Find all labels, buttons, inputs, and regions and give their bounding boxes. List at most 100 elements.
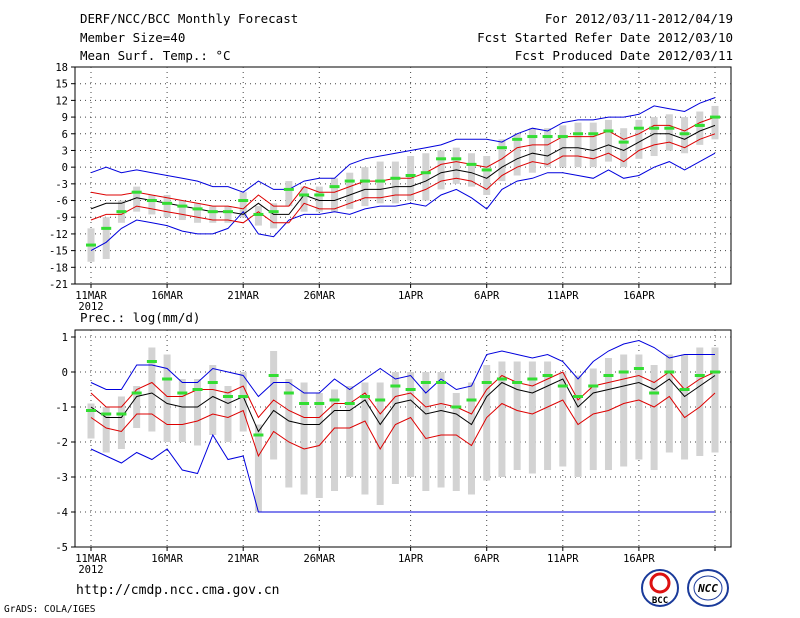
prec-box [513, 361, 521, 470]
prec-median-mark [390, 384, 401, 388]
temp-median-mark [679, 132, 690, 136]
prec-median-mark [268, 374, 279, 377]
temp-box [559, 125, 567, 168]
prec-box [589, 368, 597, 470]
prec-xtick-label: 16APR [623, 553, 655, 565]
temp-median-mark [618, 140, 629, 144]
prec-box [178, 379, 186, 442]
temp-box [239, 192, 247, 218]
prec-median-mark [436, 381, 447, 384]
temp-median-mark [299, 193, 310, 197]
prec-box [376, 382, 384, 505]
temp-box [102, 217, 110, 259]
prec-box [148, 347, 156, 432]
prec-box [467, 382, 475, 495]
prec-box [452, 393, 460, 491]
temp-frame [74, 66, 732, 285]
temp-median-mark [466, 162, 477, 166]
prec-median-mark [512, 381, 523, 384]
temp-median-mark [238, 199, 249, 203]
temp-median-mark [451, 157, 462, 161]
temp-box [711, 105, 719, 140]
temp-ytick-label: 3 [62, 145, 68, 157]
prec-median-mark [588, 384, 599, 388]
prec-median-mark [405, 388, 416, 391]
prec-median-mark [192, 388, 203, 391]
prec-box [346, 386, 354, 477]
temp-xtick-label: 11MAR [75, 290, 107, 302]
temp-box [422, 153, 430, 201]
prec-box [559, 372, 567, 467]
prec-box [102, 407, 110, 453]
temp-box [391, 161, 399, 204]
prec-xtick-label: 26MAR [303, 553, 335, 565]
prec-median-mark [481, 381, 492, 384]
prec-box [209, 365, 217, 435]
temp-box [270, 203, 278, 229]
temp-median-mark [314, 193, 325, 197]
temp-box [285, 181, 293, 207]
prec-ytick-label: -5 [55, 542, 68, 554]
fcst-start-date: Fcst Started Refer Date 2012/03/10 [477, 30, 733, 45]
precip-variable-label: Prec.: log(mm/d) [80, 310, 201, 325]
prec-box [407, 372, 415, 477]
prec-box [437, 372, 445, 488]
prec-median-mark [207, 381, 218, 384]
temp-box [163, 194, 171, 218]
temp-xtick-label: 21MAR [227, 290, 259, 302]
prec-box [650, 365, 658, 470]
prec-median-mark [131, 391, 142, 395]
temp-box [437, 150, 445, 190]
ncc-logo: NCC [687, 569, 729, 607]
temp-ytick-label: 6 [62, 129, 68, 141]
prec-median-mark [679, 388, 690, 391]
temp-median-mark [481, 168, 492, 172]
temp-variable-label: Mean Surf. Temp.: °C [80, 48, 231, 63]
prec-median-mark [694, 374, 705, 377]
temp-box [544, 128, 552, 168]
temp-box [589, 122, 597, 168]
temp-median-mark [375, 179, 386, 183]
prec-ytick-label: -4 [55, 507, 68, 519]
temp-box [483, 156, 491, 195]
temp-median-mark [329, 185, 340, 189]
temp-median-mark [253, 212, 264, 216]
temp-median-mark [603, 129, 614, 133]
temp-ytick-label: 15 [55, 79, 68, 91]
temp-median-mark [344, 179, 355, 183]
prec-min-line [90, 433, 715, 513]
prec-median-mark [618, 370, 629, 374]
temp-box [361, 167, 369, 207]
prec-box [331, 389, 339, 491]
temp-max-line [90, 97, 716, 193]
temp-box [513, 133, 521, 176]
temp-median-mark [222, 210, 233, 214]
temp-box [498, 139, 506, 182]
prec-median-mark [314, 402, 325, 405]
prec-median-mark [116, 412, 127, 416]
temp-box [133, 186, 141, 212]
temp-median-mark [633, 126, 644, 130]
temp-xtick-label: 16APR [623, 290, 655, 302]
prec-median-mark [146, 360, 157, 363]
prec-mean-line [90, 375, 716, 433]
temp-xtick-label: 11APR [547, 290, 579, 302]
website-link[interactable]: http://cmdp.ncc.cma.gov.cn [76, 583, 280, 598]
bcc-logo: BCC [641, 569, 679, 607]
prec-box [528, 361, 536, 474]
prec-median-mark [299, 402, 310, 405]
prec-box [239, 372, 247, 432]
grads-credit: GrADS: COLA/IGES [4, 604, 96, 615]
prec-xtick-label: 21MAR [227, 553, 259, 565]
prec-median-mark [375, 398, 386, 402]
temp-xtick-label: 16MAR [151, 290, 183, 302]
prec-box [574, 375, 582, 477]
prec-box [620, 354, 628, 467]
temp-box [696, 111, 704, 145]
prec-median-mark [451, 405, 462, 409]
prec-ytick-label: -3 [55, 472, 68, 484]
temp-box [635, 119, 643, 159]
temp-median-mark [649, 126, 660, 130]
temp-median-mark [192, 207, 203, 211]
